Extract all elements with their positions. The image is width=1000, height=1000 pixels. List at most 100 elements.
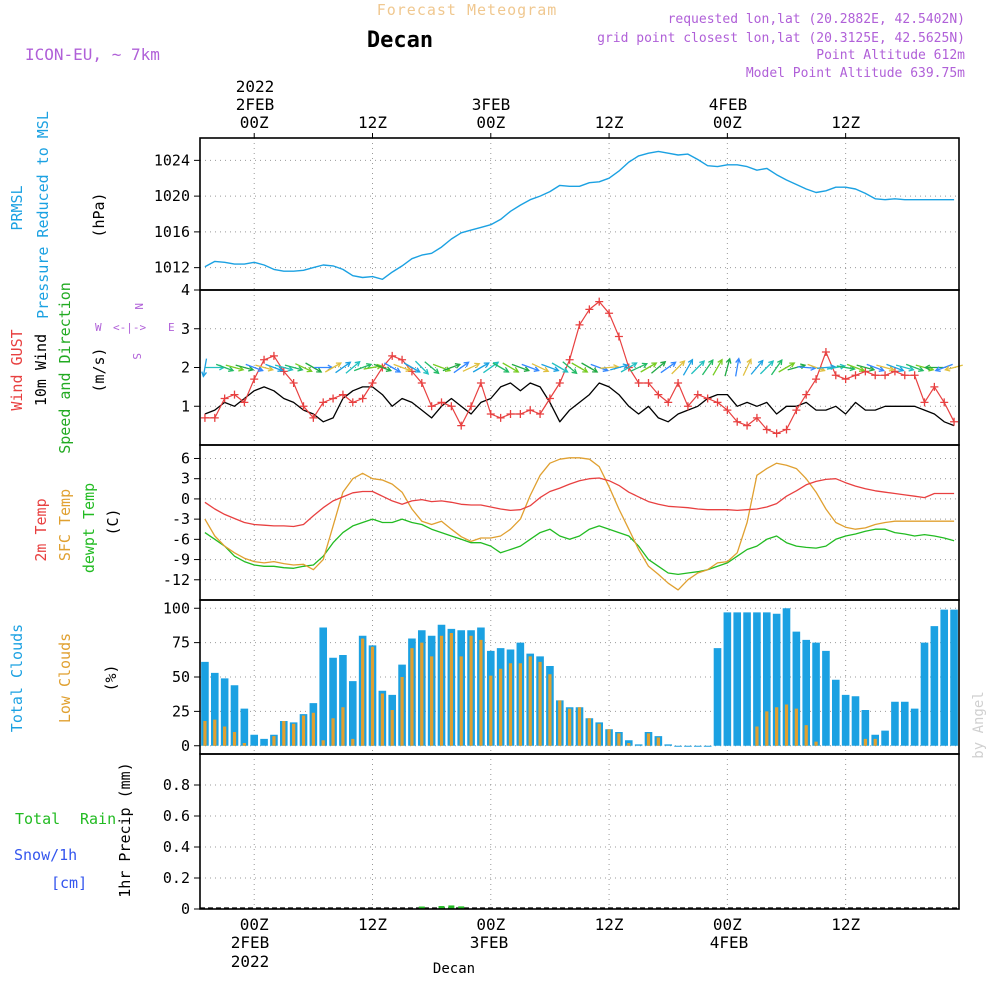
model-altitude: Model Point Altitude 639.75m [746,66,965,81]
gust-marker [762,425,771,434]
low-cloud-bar [607,729,611,746]
wind-arrow [905,363,924,372]
gust-marker [269,351,278,360]
wind-ytick-label-3: 4 [181,281,190,299]
low-cloud-bar [242,743,246,746]
gust-marker [752,413,761,422]
low-cloud-bar [489,675,493,746]
total-cloud-bar [881,730,889,746]
wind-ytick-label-2: 3 [181,320,190,338]
wind-arrow [787,364,806,371]
temp-label-unit: (C) [104,508,122,535]
gust-marker [772,429,781,438]
temp-label-sfc: SFC Temp [56,489,74,561]
total-cloud-bar [910,708,919,746]
gust-marker [743,421,752,430]
clouds-ytick-label-2: 50 [172,668,190,686]
wind-arrow-head [257,366,264,372]
wind-arrow [856,364,875,371]
wind-arrow-head [248,365,255,372]
bottom-date-label-1: 2FEB [231,933,270,952]
low-cloud-bar [508,663,513,746]
low-cloud-bar [380,693,384,746]
low-cloud-bar [499,668,503,746]
wind-arrow [384,362,401,373]
wind-label-10m: 10m Wind [32,334,50,406]
wind-arrow-head [622,363,629,370]
precip-label-total: Total [15,810,60,828]
gust-marker [733,417,742,426]
gust-marker [802,390,811,399]
compass-e: E [168,321,175,334]
low-cloud-bar [282,721,286,746]
wind-arrow [345,361,361,374]
wind-arrow-head [543,366,550,373]
gust-marker [348,398,357,407]
wind-arrow [265,363,283,372]
wind-arrow-head [944,365,951,372]
wind-arrow [690,360,705,375]
clouds-label-total: Total Clouds [8,624,26,732]
wind-arrow-head [789,362,796,368]
gust-marker [792,406,801,415]
total-cloud-bar [940,609,949,746]
gust-marker [644,379,653,387]
total-cloud-bar [753,612,761,746]
total-cloud-bar [634,744,643,746]
total-cloud-bar [703,745,712,747]
pressure-ytick-label-1: 1016 [154,223,190,241]
wind-arrow-head [735,357,741,364]
wind-arrow [876,364,894,371]
wind-arrow-head [687,358,694,365]
wind-arrow-head [414,367,421,373]
wind-arrow-head [335,362,343,368]
low-cloud-bar [656,737,660,746]
wind-arrow [735,358,740,377]
wind-arrow [414,360,429,375]
total-cloud-bar [812,642,820,746]
gust-marker [723,406,732,415]
wind-arrow [245,363,263,372]
low-cloud-bar [518,663,522,746]
wind-label-speed-dir: Speed and Direction [56,282,74,454]
wind-arrow-head [533,366,540,372]
total-cloud-bar [250,734,259,746]
wind-arrow [215,363,234,372]
compass-arrows: <-|-> [113,321,146,334]
wind-arrow-head [708,359,714,366]
wind-arrow [610,364,628,371]
low-cloud-bar [765,711,769,746]
total-cloud-bar [891,701,899,746]
total-cloud-bar [733,612,742,746]
bottom-tick-label-3: 12Z [595,915,624,934]
low-cloud-bar [528,656,532,746]
wind-arrow [701,359,714,376]
wind-arrow-head [405,366,412,372]
low-cloud-bar [814,741,818,746]
wind-arrow [895,364,914,371]
pressure-label-msl: Pressure Reduced to MSL [34,111,52,319]
temp-ytick-label-3: -3 [172,510,190,528]
wind-arrow-head [483,362,490,368]
clouds-ytick-label-1: 25 [172,702,190,720]
clouds-label-low: Low Clouds [56,633,74,723]
wind-arrow [571,362,588,373]
gust-marker [250,375,259,384]
wind-arrow-head [878,366,885,372]
wind-arrow [770,359,783,376]
wind-arrow [462,363,480,372]
total-cloud-bar [920,642,929,746]
wind-arrow-head [849,365,856,372]
low-cloud-bar [311,712,315,746]
low-cloud-bar [459,656,463,746]
precip-ytick-label-4: 0.8 [163,776,190,794]
wind-ytick-label-1: 2 [181,359,190,377]
total-cloud-bar [319,627,328,746]
dewpt-line [204,518,955,576]
gust-marker [674,379,683,387]
gust-marker [654,390,663,399]
temp-ytick-label-6: 6 [181,449,190,467]
wind-arrow-head [366,363,373,369]
gust-marker [940,398,949,407]
wind-arrow-head [354,360,361,367]
